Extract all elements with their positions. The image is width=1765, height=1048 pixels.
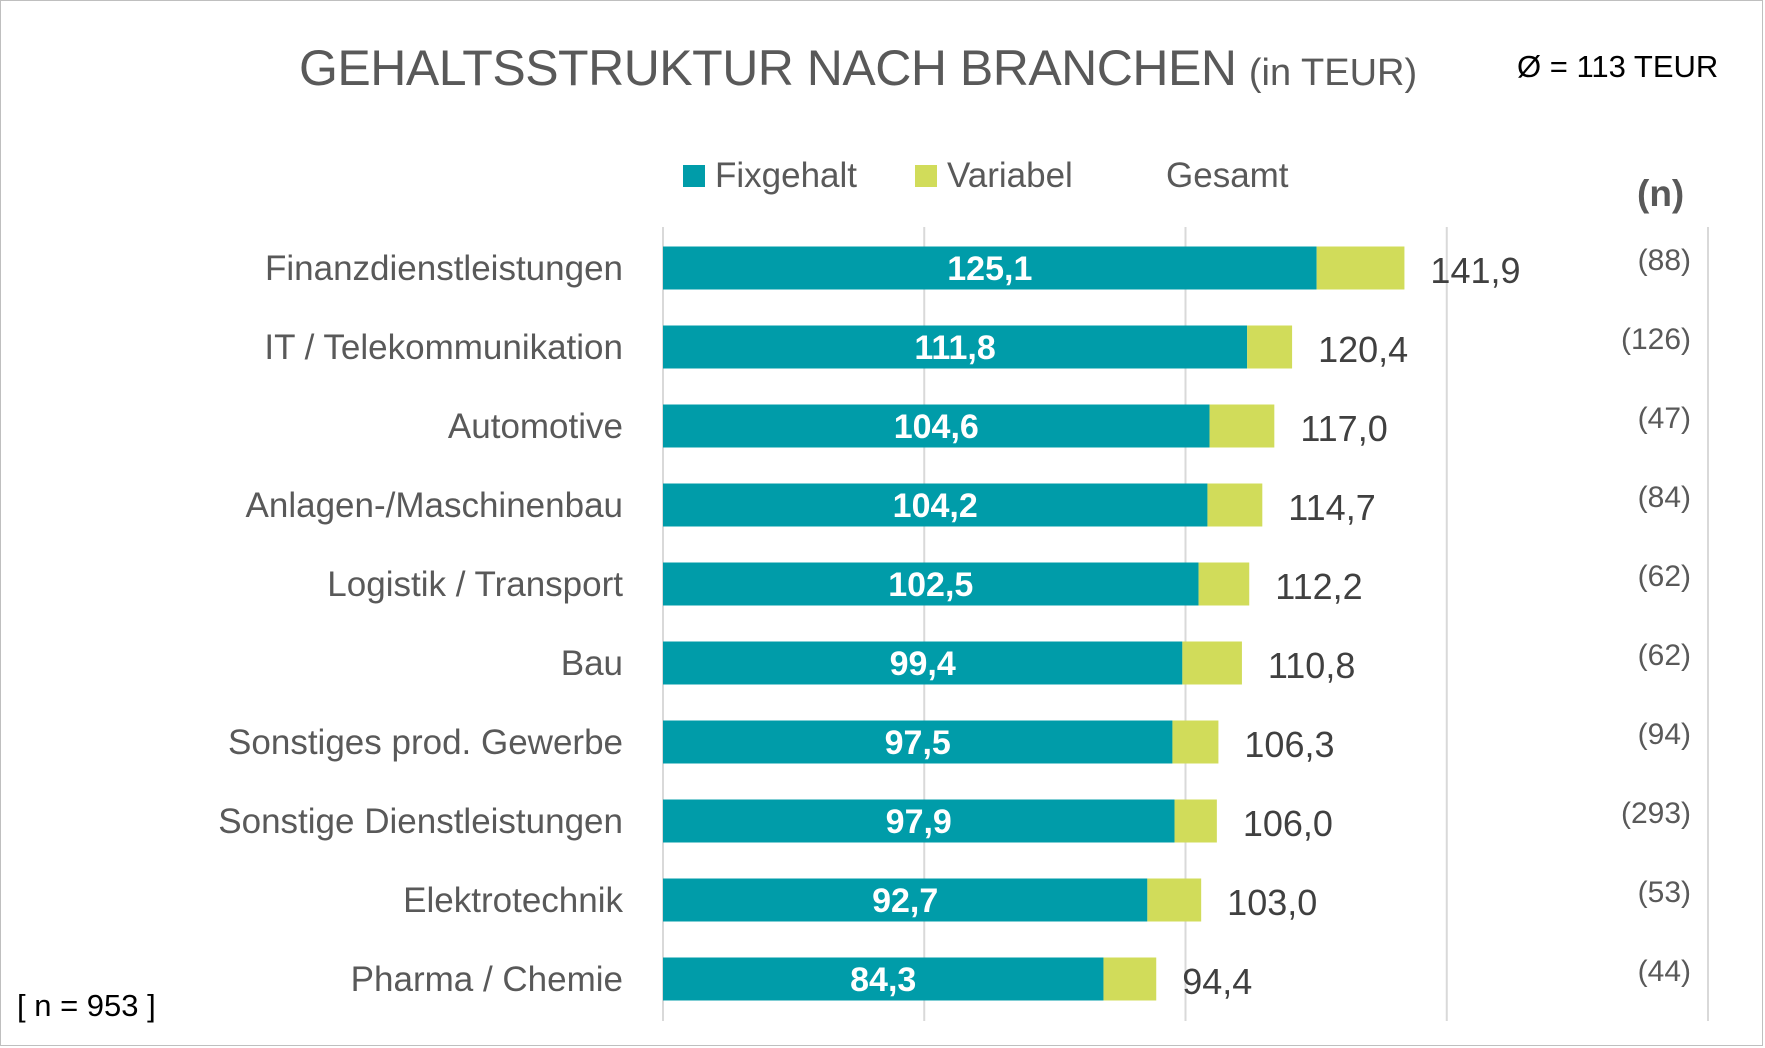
bar-variabel [1316, 246, 1405, 290]
bar-fixgehalt [663, 483, 1208, 527]
n-count-label: (88) [1638, 244, 1691, 277]
legend-swatch-fix [683, 165, 705, 187]
average-note: Ø = 113 TEUR [1517, 49, 1719, 84]
data-label-fixgehalt: 111,8 [914, 329, 995, 367]
data-label-fixgehalt: 97,9 [886, 803, 952, 841]
legend-item-total: Gesamt [1166, 151, 1289, 201]
bar-variabel [1198, 562, 1250, 606]
bar-variabel [1209, 404, 1275, 448]
title-main: GEHALTSSTRUKTUR NACH BRANCHEN [299, 40, 1237, 96]
bar-variabel [1174, 799, 1217, 843]
data-label-gesamt: 106,3 [1244, 724, 1334, 765]
bar-fixgehalt [663, 246, 1317, 290]
category-label: Pharma / Chemie [351, 960, 623, 999]
bar-fixgehalt [663, 878, 1148, 922]
legend-item-fix: Fixgehalt [683, 151, 857, 201]
data-label-gesamt: 94,4 [1182, 961, 1252, 1002]
n-count-label: (47) [1638, 402, 1691, 435]
bar-fixgehalt [663, 957, 1104, 1001]
bar-variabel [1147, 878, 1202, 922]
data-label-gesamt: 141,9 [1430, 250, 1520, 291]
category-label: Elektrotechnik [403, 881, 623, 920]
n-count-label: (94) [1638, 718, 1691, 751]
data-label-gesamt: 120,4 [1318, 329, 1408, 370]
n-count-label: (293) [1621, 797, 1691, 830]
bar-variabel [1172, 720, 1219, 764]
bar-variabel [1247, 325, 1293, 369]
category-label: Bau [561, 644, 623, 683]
data-label-fixgehalt: 84,3 [850, 961, 916, 999]
category-label: Logistik / Transport [327, 565, 623, 604]
data-label-gesamt: 112,2 [1275, 566, 1362, 607]
bar-fixgehalt [663, 562, 1199, 606]
category-label: IT / Telekommunikation [264, 328, 623, 367]
n-count-label: (53) [1638, 876, 1691, 909]
legend-item-variable: Variabel [915, 151, 1073, 201]
n-count-label: (62) [1638, 639, 1691, 672]
data-label-gesamt: 103,0 [1227, 882, 1317, 923]
n-count-label: (62) [1638, 560, 1691, 593]
bar-fixgehalt [663, 404, 1210, 448]
n-column-header: (n) [1637, 173, 1685, 214]
bar-variabel [1207, 483, 1263, 527]
category-label: Automotive [448, 407, 623, 446]
bar-fixgehalt [663, 720, 1173, 764]
data-label-fixgehalt: 97,5 [885, 724, 951, 762]
category-label: Sonstige Dienstleistungen [218, 802, 623, 841]
data-label-fixgehalt: 99,4 [890, 645, 956, 683]
legend-swatch-variable [915, 165, 937, 187]
data-label-fixgehalt: 104,6 [894, 408, 979, 446]
n-count-label: (84) [1638, 481, 1691, 514]
category-label: Finanzdienstleistungen [265, 249, 623, 288]
legend-label-fix: Fixgehalt [715, 156, 858, 195]
legend-label-total: Gesamt [1166, 156, 1289, 195]
category-label: Anlagen-/Maschinenbau [246, 486, 623, 525]
bar-fixgehalt [663, 641, 1183, 685]
bar-variabel [1182, 641, 1242, 685]
title-unit: (in TEUR) [1248, 52, 1418, 94]
data-label-gesamt: 110,8 [1268, 645, 1355, 686]
bar-fixgehalt [663, 799, 1175, 843]
bar-fixgehalt [663, 325, 1248, 369]
chart-title: GEHALTSSTRUKTUR NACH BRANCHEN (in TEUR) [299, 39, 1417, 99]
data-label-gesamt: 114,7 [1288, 487, 1375, 528]
data-label-fixgehalt: 92,7 [872, 882, 938, 920]
data-label-gesamt: 117,0 [1300, 408, 1387, 449]
bar-variabel [1103, 957, 1157, 1001]
data-label-gesamt: 106,0 [1243, 803, 1333, 844]
sample-size-note: [ n = 953 ] [17, 988, 156, 1023]
n-count-label: (44) [1638, 955, 1691, 988]
data-label-fixgehalt: 102,5 [888, 566, 973, 604]
data-label-fixgehalt: 104,2 [893, 487, 978, 525]
legend-label-variable: Variabel [947, 156, 1073, 195]
n-count-label: (126) [1621, 323, 1691, 356]
data-label-fixgehalt: 125,1 [947, 250, 1032, 288]
category-label: Sonstiges prod. Gewerbe [228, 723, 623, 762]
